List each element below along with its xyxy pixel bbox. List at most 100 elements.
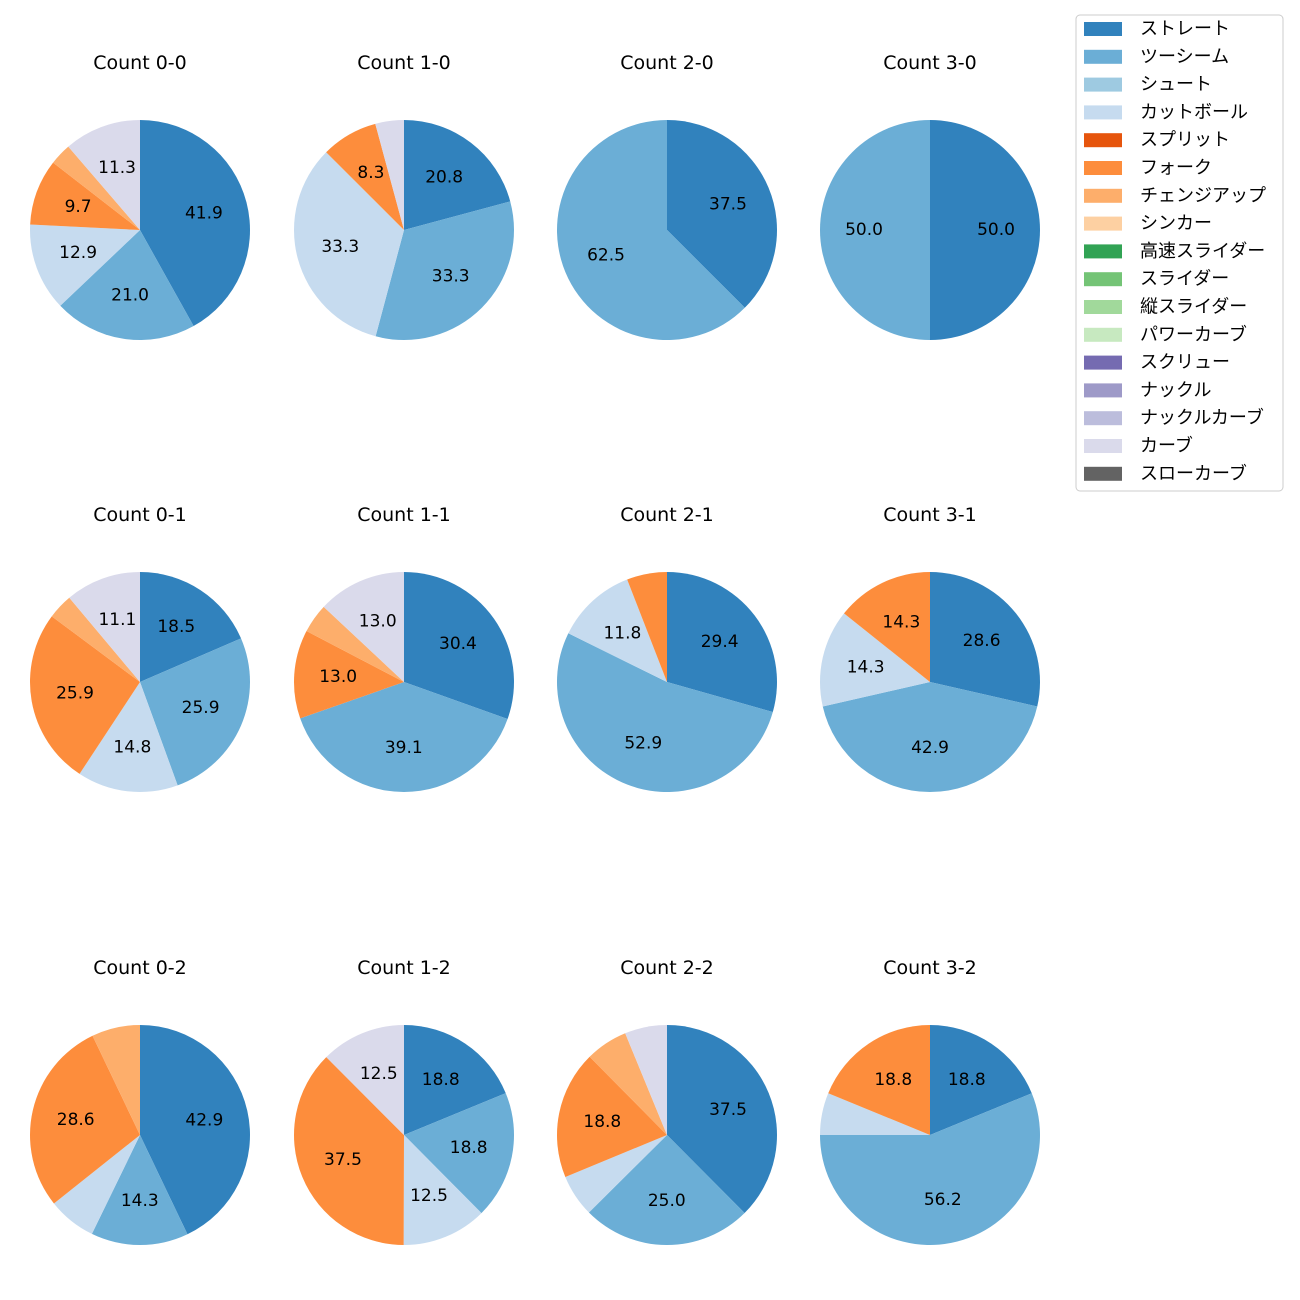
pie-slice [375,201,514,340]
slice-label: 33.3 [432,267,470,287]
legend-swatch [1084,466,1122,481]
pie-slice [627,572,667,682]
pie-slice [293,152,404,337]
pie-slice [403,1135,482,1246]
slice-label: 33.3 [321,237,359,257]
legend-swatch [1084,188,1122,203]
slice-label: 52.9 [624,734,662,754]
pie-slice [404,572,514,720]
legend-label: スローカーブ [1140,462,1247,484]
slice-label: 13.0 [359,611,397,631]
slice-label: 11.8 [603,623,641,643]
pie-slice [822,682,1038,792]
pie-slice [326,123,404,230]
legend-item: フォーク [1084,158,1212,179]
pie-slice [930,572,1040,707]
pie-slice [30,224,141,306]
legend-label: スプリット [1140,130,1230,151]
pie-slice [375,120,404,230]
pie-slice [404,1025,506,1135]
slice-label: 12.9 [59,243,97,263]
legend-swatch [1084,77,1122,92]
legend-label: カットボール [1140,102,1248,123]
pie-slice [568,579,667,682]
legend-item: ツーシーム [1084,46,1229,67]
legend-item: スクリュー [1084,352,1230,373]
pie-slice [69,572,140,682]
pie-slice [843,572,930,682]
pie-slice [91,1135,188,1245]
slice-label: 30.4 [439,634,477,654]
legend-swatch [1084,300,1122,314]
pie-slice [92,1025,140,1135]
pie-slice [293,1057,404,1245]
legend-label: ナックル [1140,380,1211,401]
legend-item: チェンジアップ [1084,185,1266,206]
legend-item: ナックルカーブ [1084,407,1264,429]
slice-label: 13.0 [319,667,357,687]
pie-slice [565,1135,667,1213]
slice-label: 25.9 [56,683,94,703]
pie-slice [820,613,930,707]
pie-slice [306,606,404,682]
legend-item: 縦スライダー [1084,297,1247,318]
legend-swatch [1084,133,1122,148]
pie-slice [51,597,140,682]
legend-label: チェンジアップ [1140,185,1266,206]
legend-swatch [1084,105,1122,120]
pie-count-1-1: Count 1-1 30.4 39.1 13.0 13.0 [294,504,514,793]
slice-label: 25.9 [182,698,220,718]
legend-label: スクリュー [1140,352,1230,373]
slice-label: 20.8 [425,168,463,188]
legend-item: スプリット [1084,130,1230,151]
pie-slice [326,1025,404,1135]
slice-label: 14.3 [847,657,885,677]
slice-label: 14.3 [121,1191,159,1211]
pie-count-1-2: Count 1-2 18.8 18.8 12.5 37.5 12.5 [293,957,515,1246]
legend-label: ナックルカーブ [1140,407,1264,429]
slice-label: 62.5 [587,245,625,265]
slice-label: 18.8 [450,1138,488,1158]
pie-slice [930,1025,1032,1135]
slice-label: 37.5 [324,1150,362,1170]
pie-slice [140,1025,251,1235]
legend-item: カットボール [1084,102,1248,123]
legend-swatch [1084,383,1122,398]
slice-label: 25.0 [648,1191,686,1211]
pie-title: Count 2-2 [620,957,714,979]
pie-title: Count 3-2 [883,957,977,979]
slice-label: 41.9 [185,203,223,223]
pie-slice [556,1056,667,1177]
pie-count-3-1: Count 3-1 28.6 42.9 14.3 14.3 [820,504,1040,792]
pie-slice [404,120,511,230]
legend-label: シンカー [1140,213,1212,234]
legend-item: スライダー [1084,269,1229,290]
pie-slice [323,572,404,682]
legend-label: ストレート [1140,19,1230,40]
pie-title: Count 1-2 [357,957,451,979]
pie-title: Count 1-0 [357,52,451,74]
pie-slice [588,1135,745,1245]
legend-swatch [1084,272,1122,287]
pie-slice [300,682,508,793]
pie-title: Count 3-1 [883,504,977,526]
slice-label: 42.9 [185,1110,223,1130]
slice-label: 9.7 [65,197,92,217]
slice-label: 18.8 [874,1070,912,1090]
legend-label: パワーカーブ [1140,323,1247,345]
pie-count-0-0: Count 0-0 41.9 21.0 12.9 9.7 11.3 [30,52,250,340]
slice-label: 18.8 [422,1070,460,1090]
legend-swatch [1084,22,1122,36]
slice-label: 14.3 [882,613,920,633]
pie-title: Count 2-1 [620,504,714,526]
slice-label: 12.5 [410,1186,448,1206]
pie-slice [53,146,140,230]
pies-layer: Count 0-0 41.9 21.0 12.9 9.7 11.3 Count 1-0 20.… [29,52,1040,1246]
pie-slice [820,1093,930,1135]
pie-title: Count 2-0 [620,52,714,74]
pie-title: Count 3-0 [883,52,977,74]
pie-slice [79,682,178,793]
legend-swatch [1084,161,1122,175]
slice-label: 11.1 [98,610,136,630]
legend-swatch [1084,411,1122,426]
